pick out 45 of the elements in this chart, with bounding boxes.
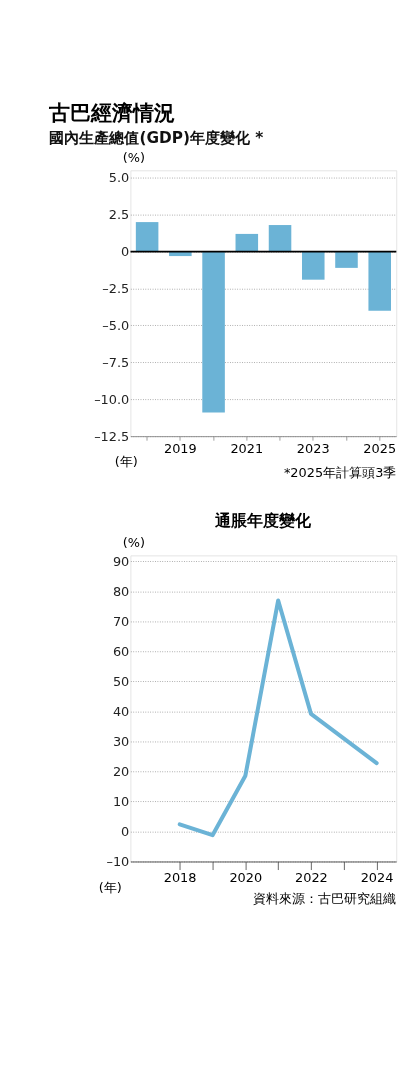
y-tick-label: –7.5 (102, 354, 130, 370)
y-tick-label: 0 (121, 823, 130, 839)
x-axis-title: (年) (98, 879, 122, 895)
y-tick-label: 10 (112, 793, 130, 809)
y-tick-label: –10 (106, 854, 130, 869)
y-tick-label: 70 (112, 613, 130, 629)
bar (368, 251, 391, 311)
line-series (177, 598, 379, 838)
bar (301, 251, 325, 280)
y-tick-label: 90 (112, 553, 130, 569)
y-axis-title: (%) (122, 535, 146, 550)
x-tick-label: 2019 (163, 440, 197, 456)
y-tick-label: 60 (112, 643, 130, 659)
y-tick-label: 20 (112, 763, 130, 779)
x-tick-label: 2022 (295, 870, 328, 886)
bar (235, 233, 259, 252)
text: *2025年計算頭3季 (283, 465, 397, 481)
x-axis-title: (年) (114, 454, 138, 470)
chart-title: 通脹年度變化 (214, 511, 313, 531)
x-tick-label: 2025 (363, 440, 397, 456)
y-tick-label: 5.0 (108, 170, 130, 186)
bar (268, 225, 292, 252)
chart-title: 古巴經濟情況 (48, 101, 176, 126)
y-tick-label: –5.0 (102, 317, 130, 333)
bar (335, 251, 358, 268)
y-tick-label: –10.0 (94, 391, 130, 407)
chart-subtitle: 國內生產總值(GDP)年度變化 * (49, 129, 264, 148)
y-tick-label: 50 (112, 673, 130, 689)
x-tick-label: 2023 (296, 440, 330, 456)
x-tick-label: 2018 (163, 870, 197, 886)
source-note: 資料來源：古巴研究組織 (253, 890, 397, 906)
bar (169, 251, 192, 257)
x-tick-label: 2024 (360, 870, 394, 886)
bar (135, 222, 159, 252)
y-tick-label: –2.5 (102, 280, 130, 296)
y-tick-label: 80 (112, 583, 130, 599)
y-tick-label: 2.5 (108, 207, 130, 223)
y-axis-title: (%) (122, 149, 146, 165)
y-tick-label: 0 (121, 244, 130, 260)
x-tick-label: 2020 (229, 870, 263, 886)
x-tick-label: 2021 (230, 440, 264, 456)
bar (202, 251, 225, 413)
y-tick-label: 40 (112, 703, 130, 719)
y-tick-label: 30 (112, 733, 130, 749)
y-tick-label: –12.5 (94, 428, 130, 444)
